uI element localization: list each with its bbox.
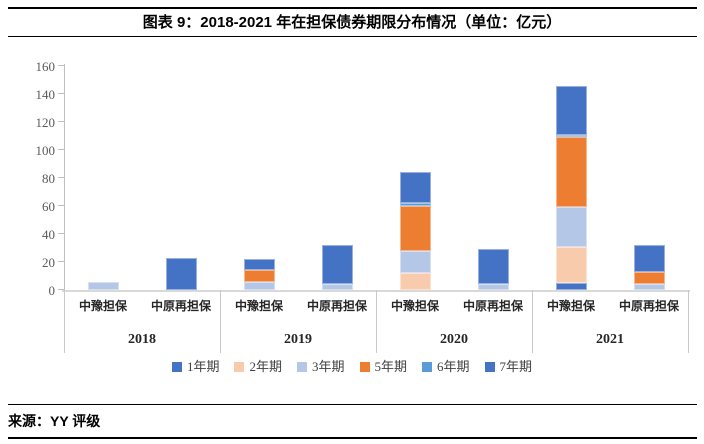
category-separator: [376, 290, 377, 353]
bar-segment-3年期: [399, 250, 431, 274]
bar-segment-3年期: [477, 284, 509, 290]
bar-segment-7年期: [633, 245, 665, 272]
bar-segment-5年期: [633, 271, 665, 285]
bar-segment-5年期: [399, 206, 431, 251]
legend-swatch: [422, 361, 433, 372]
legend-item-6年期: 6年期: [422, 360, 470, 373]
legend-label: 2年期: [249, 359, 282, 374]
bar-segment-1年期: [555, 283, 587, 290]
y-axis-tick-label: 80: [42, 171, 55, 186]
category-label-company: 中豫担保: [78, 299, 127, 313]
legend-label: 7年期: [499, 359, 533, 374]
top-rule: [8, 7, 697, 9]
y-axis-tick-label: 120: [35, 115, 56, 130]
legend-swatch: [484, 361, 495, 372]
legend-label: 5年期: [374, 359, 408, 374]
legend-item-5年期: 5年期: [359, 359, 408, 374]
legend-swatch: [171, 361, 182, 372]
y-axis-tick: [58, 93, 64, 94]
y-axis-tick: [58, 149, 64, 150]
chart-legend: 1年期 2年期 3年期 5年期 6年期 7年期: [0, 360, 704, 373]
y-axis-tick-label: 20: [42, 255, 55, 270]
y-axis-tick: [58, 177, 64, 178]
legend-item-2年期: 2年期: [234, 360, 282, 373]
y-axis-tick-label: 40: [42, 227, 55, 242]
legend-item-7年期: 7年期: [484, 359, 533, 374]
category-label-company: 中原再担保: [150, 299, 211, 313]
bar-segment-7年期: [165, 257, 197, 290]
category-separator: [64, 290, 65, 353]
y-axis-tick: [58, 121, 64, 122]
bar-segment-3年期: [243, 281, 275, 290]
category-label-year: 2018: [128, 332, 156, 347]
category-separator: [688, 290, 689, 353]
y-axis-tick-label: 160: [35, 59, 56, 74]
category-separator: [532, 290, 533, 353]
category-label-company: 中原再担保: [618, 299, 679, 313]
bar-segment-5年期: [555, 137, 587, 208]
y-axis-tick-label: 100: [35, 143, 56, 158]
legend-item-1年期: 1年期: [171, 359, 220, 374]
bar-segment-7年期: [555, 85, 587, 135]
legend-label: 3年期: [311, 359, 345, 374]
category-label-company: 中豫担保: [234, 299, 283, 313]
bar-segment-3年期: [87, 281, 119, 290]
category-label-company: 中豫担保: [390, 299, 439, 313]
bar-segment-7年期: [321, 245, 353, 285]
title-underline-rule: [8, 36, 697, 37]
legend-swatch: [359, 361, 370, 372]
bar-segment-3年期: [321, 284, 353, 290]
category-label-year: 2021: [596, 332, 624, 347]
y-axis-tick-label: 140: [35, 87, 56, 102]
category-label-year: 2019: [284, 332, 312, 347]
bar-segment-5年期: [243, 270, 275, 282]
bar-segment-3年期: [633, 284, 665, 290]
bar-segment-7年期: [399, 172, 431, 204]
bar-segment-2年期: [555, 246, 587, 283]
bar-segment-6年期: [555, 134, 587, 138]
y-axis-tick-label: 0: [48, 283, 56, 298]
legend-swatch: [234, 361, 245, 372]
figure-title: 图表 9：2018-2021 年在担保债券期限分布情况（单位：亿元）: [142, 14, 562, 31]
category-label-company: 中原再担保: [462, 299, 523, 313]
bar-segment-6年期: [399, 203, 431, 206]
category-label-company: 中原再担保: [306, 299, 367, 313]
y-axis-line: [64, 64, 65, 290]
bar-segment-7年期: [477, 249, 509, 285]
y-axis-tick-label: 60: [42, 199, 55, 214]
y-axis-tick: [58, 261, 64, 262]
category-separator: [220, 290, 221, 353]
source-label: 来源：YY 评级: [8, 413, 101, 429]
y-axis-tick: [58, 233, 64, 234]
y-axis-tick: [58, 289, 64, 290]
legend-swatch: [296, 361, 307, 372]
bar-segment-3年期: [555, 207, 587, 247]
bar-segment-2年期: [399, 273, 431, 290]
bar-segment-7年期: [243, 259, 275, 271]
legend-label: 6年期: [437, 359, 470, 374]
legend-item-3年期: 3年期: [296, 359, 345, 374]
category-label-company: 中豫担保: [546, 299, 595, 313]
footer-rule: [8, 404, 697, 405]
y-axis-tick: [58, 205, 64, 206]
y-axis-tick: [58, 65, 64, 66]
legend-label: 1年期: [186, 359, 220, 374]
bottom-rule: [8, 437, 697, 439]
category-label-year: 2020: [440, 332, 468, 347]
